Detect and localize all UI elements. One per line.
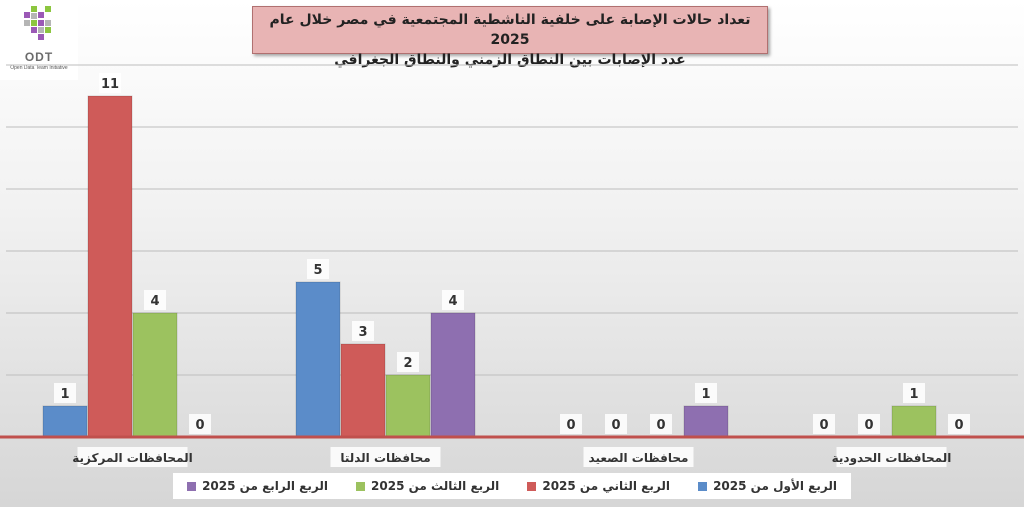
data-label: 4 [448,294,457,309]
legend-label: الربع الأول من 2025 [713,479,837,493]
category-label: المحافظات المركزية [72,451,192,465]
odt-logo: ODT Open Data Team Initiative [0,0,78,80]
category-label-bg [330,447,441,467]
bar [683,405,729,438]
data-label: 11 [101,77,119,92]
category-label-bg [77,447,188,467]
data-label: 0 [656,418,665,433]
legend-label: الربع الثالث من 2025 [371,479,500,493]
data-label: 0 [195,418,204,433]
data-label-bg [397,352,419,372]
chart-title: تعداد حالات الإصابة على خلفية الناشطية ا… [269,12,751,48]
bar [87,95,133,438]
legend-swatch [527,481,537,491]
data-label: 4 [150,294,159,309]
data-label-bg [948,414,970,434]
bar [430,312,476,438]
bar [295,281,341,438]
data-label-bg [813,414,835,434]
legend-item: الربع الثالث من 2025 [356,479,499,493]
chart-legend: الربع الرابع من 2025 الربع الثالث من 2025… [173,473,851,499]
data-label: 5 [313,263,322,278]
bar [385,374,431,438]
data-label-bg [858,414,880,434]
data-label: 0 [864,418,873,433]
legend-item: الربع الرابع من 2025 [187,479,328,493]
data-label: 1 [701,387,710,402]
logo-text: ODT [24,50,54,64]
logo-subtitle: Open Data Team Initiative [10,65,68,71]
data-label: 0 [566,418,575,433]
chart-subtitle: عدد الإصابات بين النطاق الزمني والنطاق ا… [334,52,686,68]
legend-swatch [187,481,197,491]
data-label-bg [54,383,76,403]
data-label-bg [442,290,464,310]
data-label: 0 [611,418,620,433]
category-label-bg [836,447,947,467]
data-label-bg [650,414,672,434]
data-label-bg [352,321,374,341]
data-label: 0 [819,418,828,433]
legend-item: الربع الثاني من 2025 [527,479,670,493]
data-label-bg [99,73,121,93]
data-label-bg [189,414,211,434]
data-label: 1 [909,387,918,402]
category-label: محافظات الصعيد [589,451,689,465]
data-label-bg [695,383,717,403]
data-label: 3 [358,325,367,340]
legend-swatch [356,481,366,491]
legend-label: الربع الثاني من 2025 [542,479,670,493]
bar [340,343,386,438]
legend-label: الربع الرابع من 2025 [202,479,328,493]
category-label: المحافظات الحدودية [832,451,952,466]
data-label-bg [903,383,925,403]
bar [132,312,178,438]
data-label: 0 [954,418,963,433]
bar [42,405,88,438]
legend-swatch [698,481,708,491]
data-label-bg [144,290,166,310]
chart-title-box: تعداد حالات الإصابة على خلفية الناشطية ا… [252,6,768,68]
data-label-bg [307,259,329,279]
legend-item: الربع الأول من 2025 [698,479,837,493]
category-label: محافظات الدلتا [340,451,430,465]
data-label-bg [605,414,627,434]
data-label-bg [560,414,582,434]
cube-logo-icon [24,6,51,40]
bar [891,405,937,438]
data-label: 2 [403,356,412,371]
data-label: 1 [60,387,69,402]
category-label-bg [583,447,694,467]
